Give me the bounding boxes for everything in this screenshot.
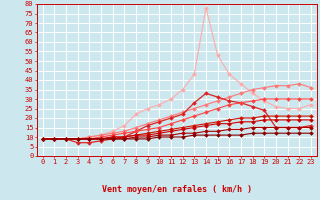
Text: Vent moyen/en rafales ( km/h ): Vent moyen/en rafales ( km/h ) <box>102 185 252 194</box>
